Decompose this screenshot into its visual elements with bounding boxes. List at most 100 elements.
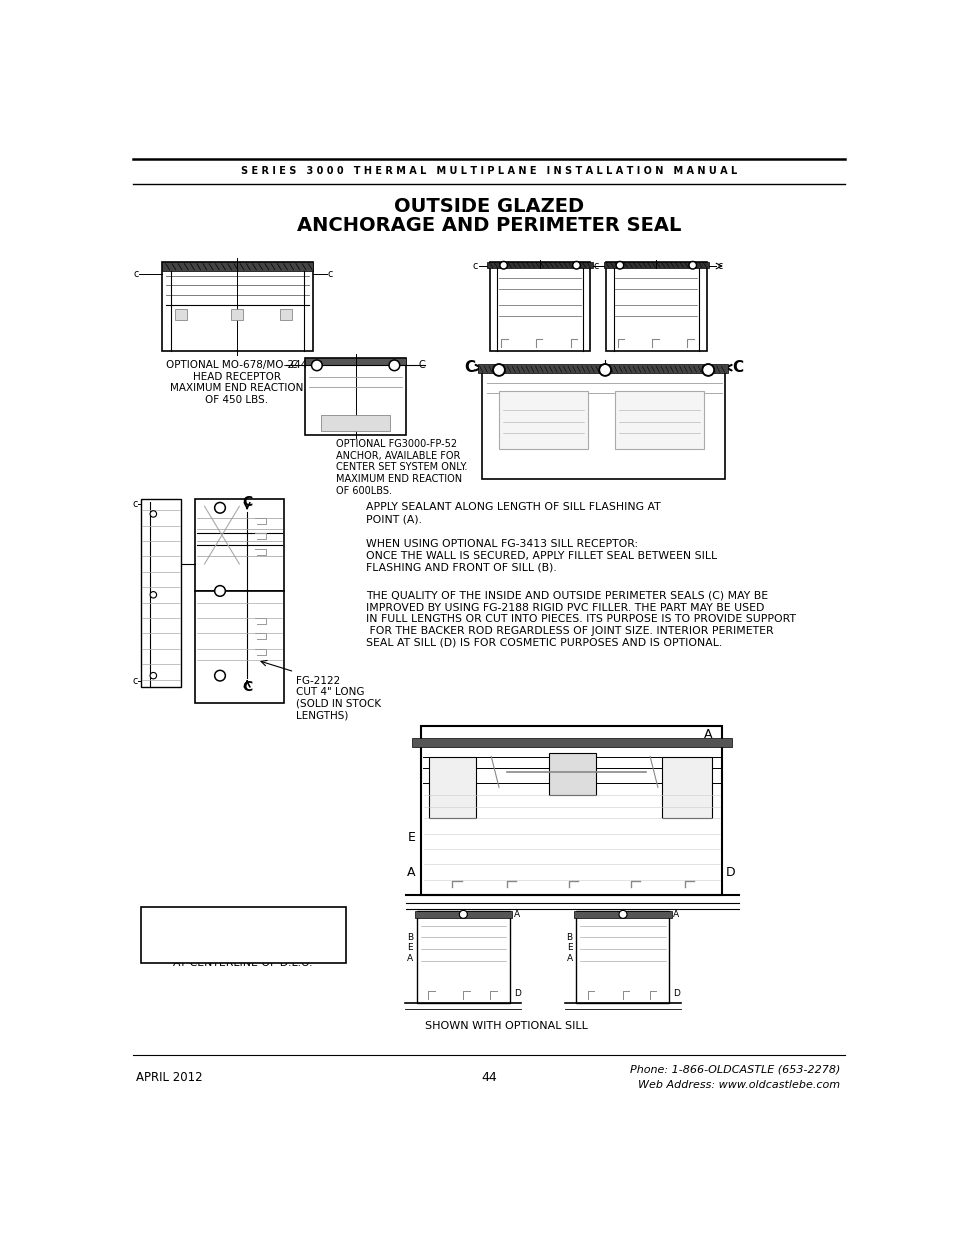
Bar bbox=[661, 757, 711, 818]
Circle shape bbox=[600, 366, 609, 374]
Bar bbox=[576, 910, 669, 1003]
Bar bbox=[603, 262, 708, 268]
Circle shape bbox=[619, 911, 625, 918]
Text: c: c bbox=[132, 676, 137, 685]
Bar bbox=[549, 752, 596, 795]
Circle shape bbox=[499, 262, 507, 269]
Circle shape bbox=[216, 504, 224, 511]
Text: A: A bbox=[703, 729, 712, 741]
Text: E: E bbox=[407, 831, 415, 844]
Bar bbox=[416, 910, 509, 1003]
Circle shape bbox=[618, 910, 626, 918]
Text: E: E bbox=[407, 944, 413, 952]
Text: S E R I E S   3 0 0 0   T H E R M A L   M U L T I P L A N E   I N S T A L L A T : S E R I E S 3 0 0 0 T H E R M A L M U L … bbox=[240, 167, 737, 177]
Circle shape bbox=[152, 674, 155, 678]
Text: Phone: 1-866-OLDCASTLE (653-2278): Phone: 1-866-OLDCASTLE (653-2278) bbox=[629, 1065, 840, 1074]
Bar bbox=[605, 262, 706, 351]
Circle shape bbox=[493, 364, 505, 377]
Text: A: A bbox=[673, 910, 679, 919]
Text: APPLY SEALANT ALONG LENGTH OF SILL FLASHING AT
POINT (A).: APPLY SEALANT ALONG LENGTH OF SILL FLASH… bbox=[365, 503, 659, 524]
Bar bbox=[174, 309, 187, 320]
Bar bbox=[305, 358, 406, 435]
Circle shape bbox=[150, 511, 156, 517]
Circle shape bbox=[688, 262, 696, 269]
Circle shape bbox=[574, 263, 578, 268]
Circle shape bbox=[216, 672, 224, 679]
Bar bbox=[487, 262, 592, 268]
Bar bbox=[231, 309, 243, 320]
Bar bbox=[421, 726, 721, 895]
Text: C: C bbox=[242, 680, 252, 694]
Text: 44: 44 bbox=[480, 1071, 497, 1084]
Circle shape bbox=[617, 263, 621, 268]
Text: c: c bbox=[133, 269, 139, 279]
Text: C: C bbox=[290, 361, 296, 370]
Bar bbox=[162, 262, 313, 351]
Text: THE QUALITY OF THE INSIDE AND OUTSIDE PERIMETER SEALS (C) MAY BE
IMPROVED BY USI: THE QUALITY OF THE INSIDE AND OUTSIDE PE… bbox=[365, 592, 795, 647]
Circle shape bbox=[703, 366, 712, 374]
Text: APRIL 2012: APRIL 2012 bbox=[136, 1071, 203, 1084]
Bar bbox=[429, 757, 476, 818]
Circle shape bbox=[572, 262, 579, 269]
Text: D: D bbox=[513, 989, 520, 998]
Text: D: D bbox=[724, 866, 734, 878]
Circle shape bbox=[214, 585, 225, 597]
Circle shape bbox=[495, 366, 503, 374]
Circle shape bbox=[389, 359, 399, 370]
Circle shape bbox=[500, 263, 505, 268]
Text: C: C bbox=[242, 495, 252, 509]
Text: B: B bbox=[566, 932, 572, 942]
Text: c: c bbox=[132, 499, 137, 509]
Text: A: A bbox=[406, 953, 413, 963]
Text: OPTIONAL MO-678/MO-244
HEAD RECEPTOR
MAXIMUM END REACTION
OF 450 LBS.: OPTIONAL MO-678/MO-244 HEAD RECEPTOR MAX… bbox=[166, 359, 308, 405]
Text: C: C bbox=[417, 361, 424, 370]
Text: c: c bbox=[594, 261, 598, 270]
Circle shape bbox=[150, 592, 156, 598]
Text: c: c bbox=[717, 261, 721, 270]
Circle shape bbox=[598, 364, 611, 377]
Circle shape bbox=[390, 362, 397, 369]
Circle shape bbox=[150, 673, 156, 679]
Text: B: B bbox=[406, 932, 413, 942]
Circle shape bbox=[459, 910, 467, 918]
Text: E: E bbox=[566, 944, 572, 952]
Text: A: A bbox=[566, 953, 572, 963]
Bar bbox=[498, 390, 587, 448]
Text: SHOWN WITH OPTIONAL SILL: SHOWN WITH OPTIONAL SILL bbox=[425, 1020, 588, 1031]
Circle shape bbox=[214, 503, 225, 514]
Text: A: A bbox=[406, 866, 415, 878]
Text: FG-2122
CUT 4" LONG
(SOLD IN STOCK
LENGTHS): FG-2122 CUT 4" LONG (SOLD IN STOCK LENGT… bbox=[295, 676, 380, 720]
Bar bbox=[141, 499, 181, 687]
Text: C: C bbox=[731, 361, 742, 375]
Text: WHEN USING OPTIONAL FG-3413 SILL RECEPTOR:
ONCE THE WALL IS SECURED, APPLY FILLE: WHEN USING OPTIONAL FG-3413 SILL RECEPTO… bbox=[365, 540, 716, 573]
Bar bbox=[412, 739, 731, 747]
Bar bbox=[195, 499, 284, 592]
Bar bbox=[415, 910, 512, 918]
Circle shape bbox=[616, 262, 623, 269]
Circle shape bbox=[152, 513, 155, 516]
Circle shape bbox=[701, 364, 714, 377]
Circle shape bbox=[311, 359, 322, 370]
Bar bbox=[195, 592, 284, 703]
Text: Web Address: www.oldcastlebe.com: Web Address: www.oldcastlebe.com bbox=[638, 1079, 840, 1089]
Bar bbox=[279, 309, 292, 320]
Bar bbox=[481, 368, 724, 479]
Bar bbox=[320, 415, 390, 431]
Text: OUTSIDE GLAZED: OUTSIDE GLAZED bbox=[394, 198, 583, 216]
Text: C: C bbox=[463, 361, 475, 375]
Text: D: D bbox=[673, 989, 679, 998]
Bar bbox=[477, 364, 727, 373]
Bar bbox=[489, 262, 590, 351]
Bar bbox=[574, 910, 671, 918]
Text: c: c bbox=[472, 261, 477, 270]
Text: OPTIONAL FG3000-FP-52
ANCHOR, AVAILABLE FOR
CENTER SET SYSTEM ONLY.
MAXIMUM END : OPTIONAL FG3000-FP-52 ANCHOR, AVAILABLE … bbox=[335, 440, 467, 495]
Circle shape bbox=[216, 587, 224, 595]
Bar bbox=[615, 390, 703, 448]
Text: A: A bbox=[513, 910, 519, 919]
Text: c: c bbox=[327, 269, 333, 279]
Circle shape bbox=[460, 911, 466, 918]
Circle shape bbox=[152, 593, 155, 597]
Text: ANCHORAGE AND PERIMETER SEAL: ANCHORAGE AND PERIMETER SEAL bbox=[296, 216, 680, 236]
Bar bbox=[141, 906, 346, 963]
Circle shape bbox=[313, 362, 320, 369]
